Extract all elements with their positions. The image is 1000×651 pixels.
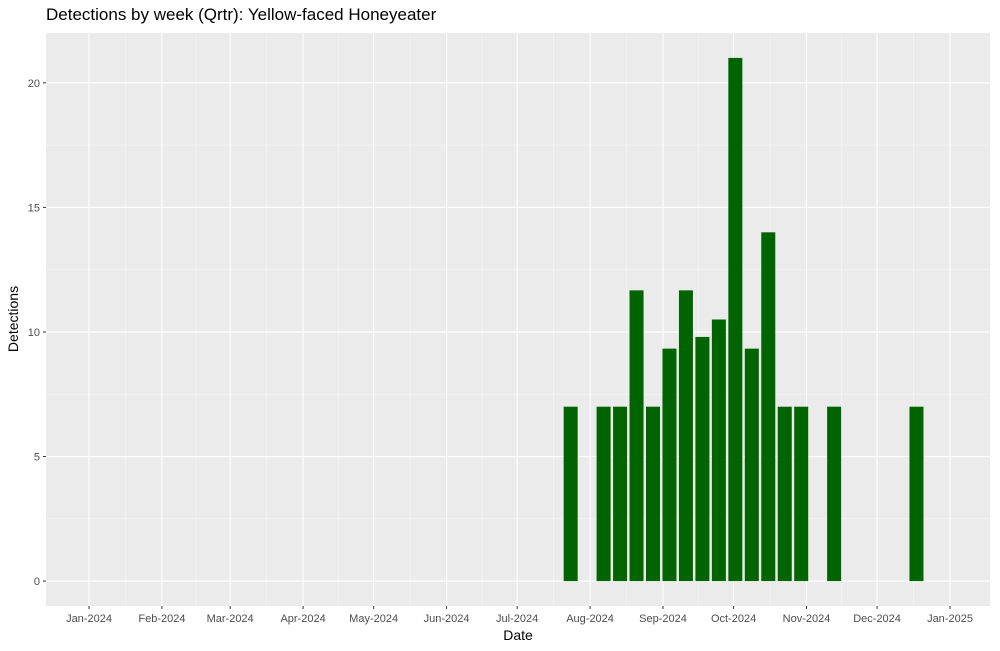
bar (678, 290, 693, 582)
bar (596, 406, 611, 582)
x-tick-label: Apr-2024 (280, 613, 325, 625)
x-tick-label: Dec-2024 (853, 613, 901, 625)
y-tick-label: 5 (34, 452, 40, 464)
x-tick-label: Jul-2024 (496, 613, 538, 625)
x-tick-label: May-2024 (349, 613, 398, 625)
x-tick-label: Oct-2024 (711, 613, 756, 625)
x-axis-ticks: Jan-2024 Feb-2024 Mar-2024 Apr-2024 May-2024… (66, 606, 973, 625)
y-axis-title: Detections (5, 286, 21, 352)
bar (761, 232, 776, 582)
x-tick-label: Sep-2024 (639, 613, 687, 625)
y-tick-label: 0 (34, 576, 40, 588)
bar (563, 406, 578, 582)
bar (613, 406, 628, 582)
plot-panel (46, 33, 990, 606)
bar (794, 406, 809, 582)
y-tick-label: 20 (28, 78, 40, 90)
bar (695, 336, 710, 582)
bar (777, 406, 792, 582)
x-tick-label: Nov-2024 (783, 613, 831, 625)
bar (646, 406, 661, 582)
bar (827, 406, 842, 582)
chart-title: Detections by week (Qrtr): Yellow-faced … (46, 5, 437, 24)
bar (711, 319, 726, 582)
bar (909, 406, 924, 582)
bar (629, 290, 644, 582)
bar (744, 348, 759, 582)
y-tick-label: 15 (28, 202, 40, 214)
bars (563, 57, 924, 582)
x-tick-label: Jan-2025 (927, 613, 973, 625)
x-tick-label: Jun-2024 (424, 613, 470, 625)
y-axis-ticks: 0 5 10 15 20 (28, 78, 46, 588)
grid-major (46, 33, 990, 606)
x-axis-title: Date (503, 627, 533, 643)
x-tick-label: Aug-2024 (566, 613, 614, 625)
bar (662, 348, 677, 582)
x-tick-label: Mar-2024 (207, 613, 254, 625)
y-tick-label: 10 (28, 327, 40, 339)
x-tick-label: Feb-2024 (138, 613, 185, 625)
bar (728, 57, 743, 582)
x-tick-label: Jan-2024 (66, 613, 112, 625)
